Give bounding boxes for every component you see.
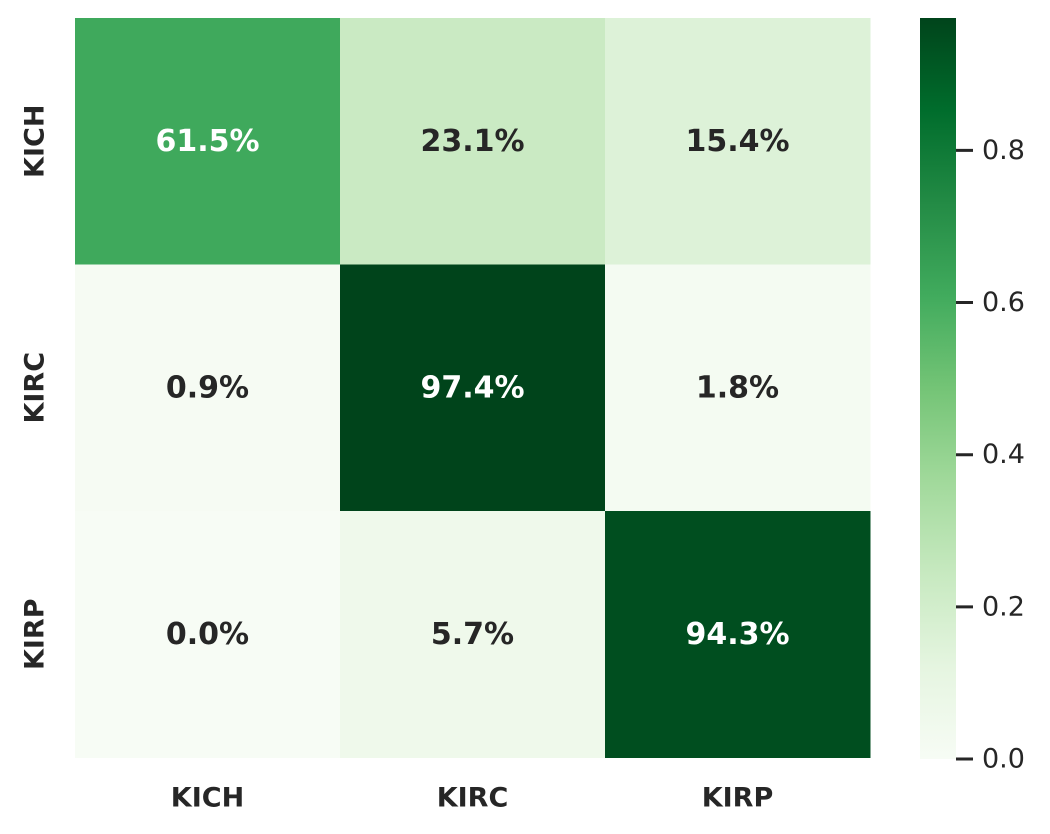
heatmap-cell-kich-kirp bbox=[605, 18, 871, 265]
colorbar-gradient bbox=[920, 18, 956, 759]
cell-value-label-kich-kich: 61.5% bbox=[155, 124, 259, 159]
cell-value-label-kich-kirc: 23.1% bbox=[420, 124, 524, 159]
heatmap-cell-kirp-kich bbox=[75, 511, 341, 758]
colorbar-tick-label: 0.8 bbox=[982, 135, 1025, 166]
x-tick-label-kirp: KIRP bbox=[702, 783, 774, 814]
heatmap-cell-kirc-kich bbox=[75, 264, 341, 512]
cell-value-label-kich-kirp: 15.4% bbox=[685, 124, 789, 159]
cell-value-label-kirc-kich: 0.9% bbox=[166, 370, 249, 405]
colorbar-tick-label: 0.2 bbox=[982, 591, 1025, 622]
y-tick-label-kich: KICH bbox=[20, 105, 51, 178]
heatmap-cell-kirc-kirp bbox=[605, 264, 871, 512]
cell-value-label-kirp-kirp: 94.3% bbox=[685, 617, 789, 652]
colorbar-ticks: 0.0 0.2 0.4 0.6 0.8 bbox=[956, 135, 1025, 775]
cell-value-label-kirp-kirc: 5.7% bbox=[431, 617, 514, 652]
heatmap-cell-kich-kich bbox=[75, 18, 341, 265]
heatmap-cell-kirp-kirp bbox=[605, 511, 871, 758]
cell-value-label-kirc-kirc: 97.4% bbox=[420, 370, 524, 405]
y-tick-label-kirp: KIRP bbox=[20, 598, 51, 670]
cell-value-label-kirp-kich: 0.0% bbox=[166, 617, 249, 652]
heatmap-cell-kirc-kirc bbox=[340, 264, 606, 512]
heatmap-cell-kich-kirc bbox=[340, 18, 606, 265]
colorbar: 0.0 0.2 0.4 0.6 0.8 bbox=[920, 18, 1025, 775]
x-tick-label-kirc: KIRC bbox=[437, 783, 509, 814]
y-tick-label-kirc: KIRC bbox=[20, 352, 51, 424]
y-axis-tick-labels: KICH KIRC KIRP bbox=[20, 105, 51, 670]
cell-value-label-kirc-kirp: 1.8% bbox=[696, 370, 779, 405]
heatmap-cell-kirp-kirc bbox=[340, 511, 606, 758]
x-tick-label-kich: KICH bbox=[171, 783, 244, 814]
heatmap-cells: 61.5% 23.1% 15.4% 0.9% 97.4% 1.8% 0.0% 5.7% 94.3… bbox=[75, 18, 871, 758]
colorbar-tick-label: 0.6 bbox=[982, 287, 1025, 318]
colorbar-tick-label: 0.4 bbox=[982, 439, 1025, 470]
x-axis-tick-labels: KICH KIRC KIRP bbox=[171, 783, 773, 814]
colorbar-tick-label: 0.0 bbox=[982, 744, 1025, 775]
